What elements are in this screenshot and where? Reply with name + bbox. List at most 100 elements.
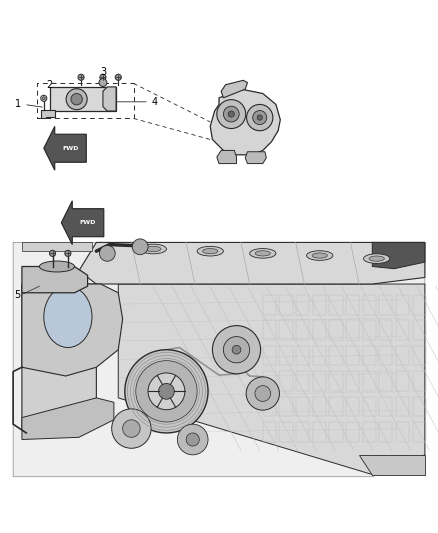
Bar	[296, 371, 309, 391]
Bar	[296, 295, 309, 314]
Bar	[363, 346, 376, 366]
Bar	[313, 397, 326, 416]
Bar	[279, 397, 293, 416]
Bar	[279, 346, 293, 366]
Text: FWD: FWD	[62, 146, 79, 151]
Bar	[296, 320, 309, 340]
Circle shape	[223, 106, 239, 122]
FancyBboxPatch shape	[50, 87, 116, 111]
Bar	[396, 397, 409, 416]
Polygon shape	[22, 243, 92, 251]
Ellipse shape	[145, 246, 161, 252]
Circle shape	[228, 111, 234, 117]
Bar	[329, 371, 343, 391]
Bar	[296, 422, 309, 442]
Bar	[263, 295, 276, 314]
Polygon shape	[359, 455, 425, 474]
Circle shape	[148, 373, 185, 410]
Polygon shape	[372, 243, 425, 269]
Circle shape	[247, 104, 273, 131]
Bar	[379, 422, 392, 442]
Polygon shape	[217, 150, 237, 164]
Polygon shape	[22, 398, 114, 440]
Bar	[296, 397, 309, 416]
Bar	[363, 422, 376, 442]
Polygon shape	[22, 284, 96, 433]
Bar	[263, 371, 276, 391]
Bar	[263, 397, 276, 416]
Bar	[263, 422, 276, 442]
Bar	[413, 320, 426, 340]
Polygon shape	[79, 243, 425, 284]
Circle shape	[99, 246, 115, 261]
Bar	[379, 320, 392, 340]
Bar	[413, 295, 426, 314]
Text: FWD: FWD	[80, 220, 96, 225]
Bar	[396, 371, 409, 391]
Circle shape	[186, 433, 199, 446]
Ellipse shape	[39, 261, 74, 272]
Bar	[313, 346, 326, 366]
Bar	[313, 320, 326, 340]
Ellipse shape	[250, 248, 276, 258]
Bar	[413, 371, 426, 391]
Text: 5: 5	[14, 290, 21, 300]
Circle shape	[49, 251, 56, 256]
Bar	[313, 371, 326, 391]
Bar	[329, 295, 343, 314]
Circle shape	[212, 326, 261, 374]
Bar	[279, 295, 293, 314]
Bar	[363, 295, 376, 314]
Polygon shape	[13, 243, 425, 477]
Bar	[346, 371, 359, 391]
Polygon shape	[22, 266, 88, 293]
Bar	[363, 397, 376, 416]
Bar	[396, 346, 409, 366]
Bar	[346, 320, 359, 340]
Bar	[396, 320, 409, 340]
Bar	[263, 346, 276, 366]
Text: 2: 2	[46, 80, 53, 90]
Ellipse shape	[255, 251, 271, 256]
Bar	[363, 371, 376, 391]
Bar	[396, 295, 409, 314]
Circle shape	[99, 78, 107, 86]
Ellipse shape	[202, 248, 218, 254]
Bar	[296, 346, 309, 366]
Circle shape	[65, 251, 71, 256]
Ellipse shape	[197, 246, 223, 256]
Bar	[263, 320, 276, 340]
Circle shape	[257, 115, 262, 120]
Circle shape	[136, 361, 197, 422]
Ellipse shape	[364, 254, 390, 263]
Polygon shape	[44, 126, 86, 170]
Text: 3: 3	[100, 67, 106, 77]
Ellipse shape	[307, 251, 333, 260]
Bar	[379, 346, 392, 366]
Circle shape	[177, 424, 208, 455]
Circle shape	[253, 110, 267, 125]
Text: 4: 4	[151, 97, 157, 107]
Circle shape	[123, 420, 140, 437]
Text: 1: 1	[15, 100, 21, 109]
Bar	[346, 422, 359, 442]
Bar	[379, 371, 392, 391]
Bar	[379, 397, 392, 416]
Polygon shape	[103, 87, 116, 111]
Bar	[346, 295, 359, 314]
Polygon shape	[22, 284, 123, 376]
Polygon shape	[210, 89, 280, 155]
Polygon shape	[221, 80, 247, 98]
Circle shape	[78, 74, 84, 80]
Circle shape	[125, 350, 208, 433]
Bar	[329, 346, 343, 366]
Polygon shape	[118, 284, 425, 474]
Ellipse shape	[312, 253, 328, 258]
Circle shape	[223, 336, 250, 363]
Circle shape	[255, 386, 271, 401]
Circle shape	[100, 74, 106, 80]
Circle shape	[42, 97, 46, 100]
Bar	[313, 422, 326, 442]
Circle shape	[246, 377, 279, 410]
Circle shape	[132, 239, 148, 255]
